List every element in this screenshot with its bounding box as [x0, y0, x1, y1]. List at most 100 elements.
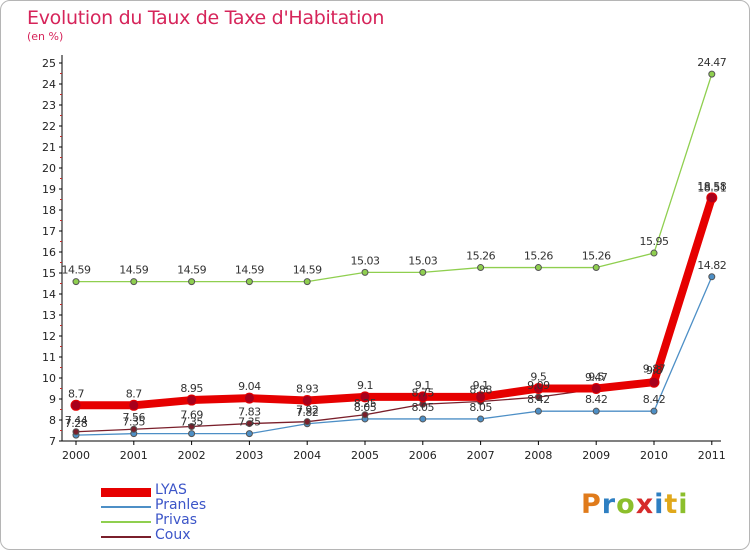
data-label-pranles: 7.35 [238, 416, 261, 429]
data-label-coux: 18.51 [697, 181, 726, 194]
x-tick-label: 2006 [409, 449, 437, 462]
data-label-coux: 8.75 [412, 386, 435, 399]
data-label-coux: 9.09 [527, 379, 550, 392]
logo-letter-o: o [616, 489, 636, 520]
data-point-privas [650, 249, 658, 257]
data-label-pranles: 8.42 [585, 393, 608, 406]
data-point-pranles [245, 430, 253, 438]
data-label-lyas: 8.7 [68, 387, 84, 400]
data-label-privas: 15.03 [408, 254, 437, 267]
data-label-privas: 14.59 [119, 264, 148, 277]
legend-swatch-privas [101, 521, 151, 523]
data-label-coux: 7.56 [123, 411, 146, 424]
data-point-lyas [590, 383, 602, 394]
data-point-coux [534, 393, 542, 401]
data-point-privas [534, 264, 542, 272]
data-point-privas [188, 278, 196, 286]
data-point-privas [419, 268, 427, 276]
data-point-lyas [532, 383, 544, 394]
legend-label-coux: Coux [155, 527, 191, 543]
logo-letter-t: t [664, 489, 679, 520]
series-line-lyas [72, 193, 716, 410]
series-line-privas [75, 73, 713, 283]
y-tick-label: 8 [49, 414, 56, 427]
series-line-pranles [75, 276, 713, 436]
legend-label-privas: Privas [155, 512, 197, 528]
x-tick-label: 2005 [351, 449, 379, 462]
data-label-privas: 14.59 [235, 264, 264, 277]
data-point-lyas [359, 391, 371, 403]
data-point-coux [188, 423, 196, 431]
data-label-coux: 8.88 [469, 384, 492, 397]
data-point-lyas [706, 192, 718, 204]
y-tick-label: 18 [42, 204, 56, 217]
chart-unit: (en %) [27, 30, 64, 43]
y-tick-label: 17 [42, 225, 56, 238]
data-point-privas [477, 264, 485, 272]
data-point-lyas [186, 394, 198, 406]
y-tick-label: 11 [42, 351, 56, 364]
legend-label-lyas: LYAS [155, 482, 187, 498]
data-point-privas [592, 264, 600, 272]
legend-swatch-coux [101, 536, 151, 538]
data-point-pranles [188, 430, 196, 438]
logo-letter-r: r [601, 489, 617, 520]
y-tick-label: 12 [42, 330, 56, 343]
data-label-pranles: 7.35 [123, 416, 146, 429]
data-point-pranles [534, 407, 542, 415]
data-label-pranles: 8.05 [412, 401, 435, 414]
logo-letter-x: x [635, 489, 655, 520]
data-label-pranles: 7.28 [65, 417, 88, 430]
data-label-pranles: 8.42 [527, 393, 550, 406]
data-label-pranles: 14.82 [697, 259, 726, 272]
data-label-lyas: 9.5 [530, 371, 546, 384]
data-label-lyas: 8.95 [180, 382, 203, 395]
y-tick-label: 15 [42, 267, 56, 280]
y-tick-label: 20 [42, 162, 56, 175]
y-tick-label: 13 [42, 309, 56, 322]
x-tick-label: 2009 [582, 449, 610, 462]
data-label-pranles: 8.05 [354, 401, 377, 414]
y-tick-label: 7 [49, 435, 56, 448]
y-tick-label: 9 [49, 393, 56, 406]
data-point-privas [130, 278, 138, 286]
data-point-lyas [417, 391, 429, 403]
proxiti-logo: Proxiti [581, 489, 689, 520]
data-point-pranles [650, 407, 658, 415]
data-point-pranles [708, 273, 716, 281]
x-tick-label: 2002 [178, 449, 206, 462]
data-label-coux: 9.87 [643, 363, 666, 376]
data-point-coux [245, 420, 253, 428]
data-label-privas: 15.26 [466, 250, 495, 263]
data-label-lyas: 18.58 [697, 180, 726, 193]
legend-swatch-lyas [101, 488, 151, 497]
data-point-coux [361, 411, 369, 419]
data-label-privas: 15.95 [640, 235, 669, 248]
data-label-pranles: 8.42 [643, 393, 666, 406]
x-tick-label: 2004 [293, 449, 321, 462]
y-tick-label: 23 [42, 99, 56, 112]
y-tick-label: 21 [42, 141, 56, 154]
data-point-coux [130, 425, 138, 433]
y-tick-label: 16 [42, 246, 56, 259]
data-label-lyas: 9.1 [473, 379, 489, 392]
data-label-lyas: 9.1 [357, 379, 373, 392]
x-tick-label: 2008 [524, 449, 552, 462]
data-label-privas: 14.59 [62, 264, 91, 277]
data-point-privas [72, 278, 80, 286]
data-label-lyas: 9.04 [238, 380, 261, 393]
data-label-lyas: 8.93 [296, 382, 319, 395]
data-label-lyas: 9.8 [646, 364, 662, 377]
data-label-coux: 7.92 [296, 404, 319, 417]
data-point-lyas [70, 399, 82, 411]
data-label-privas: 15.26 [524, 250, 553, 263]
y-tick-label: 10 [42, 372, 56, 385]
x-tick-label: 2011 [698, 449, 726, 462]
data-label-coux: 8.25 [354, 397, 377, 410]
data-label-coux: 7.83 [238, 406, 261, 419]
data-point-pranles [477, 415, 485, 423]
chart-title: Evolution du Taux de Taxe d'Habitation [27, 7, 385, 29]
data-label-pranles: 7.35 [180, 416, 203, 429]
